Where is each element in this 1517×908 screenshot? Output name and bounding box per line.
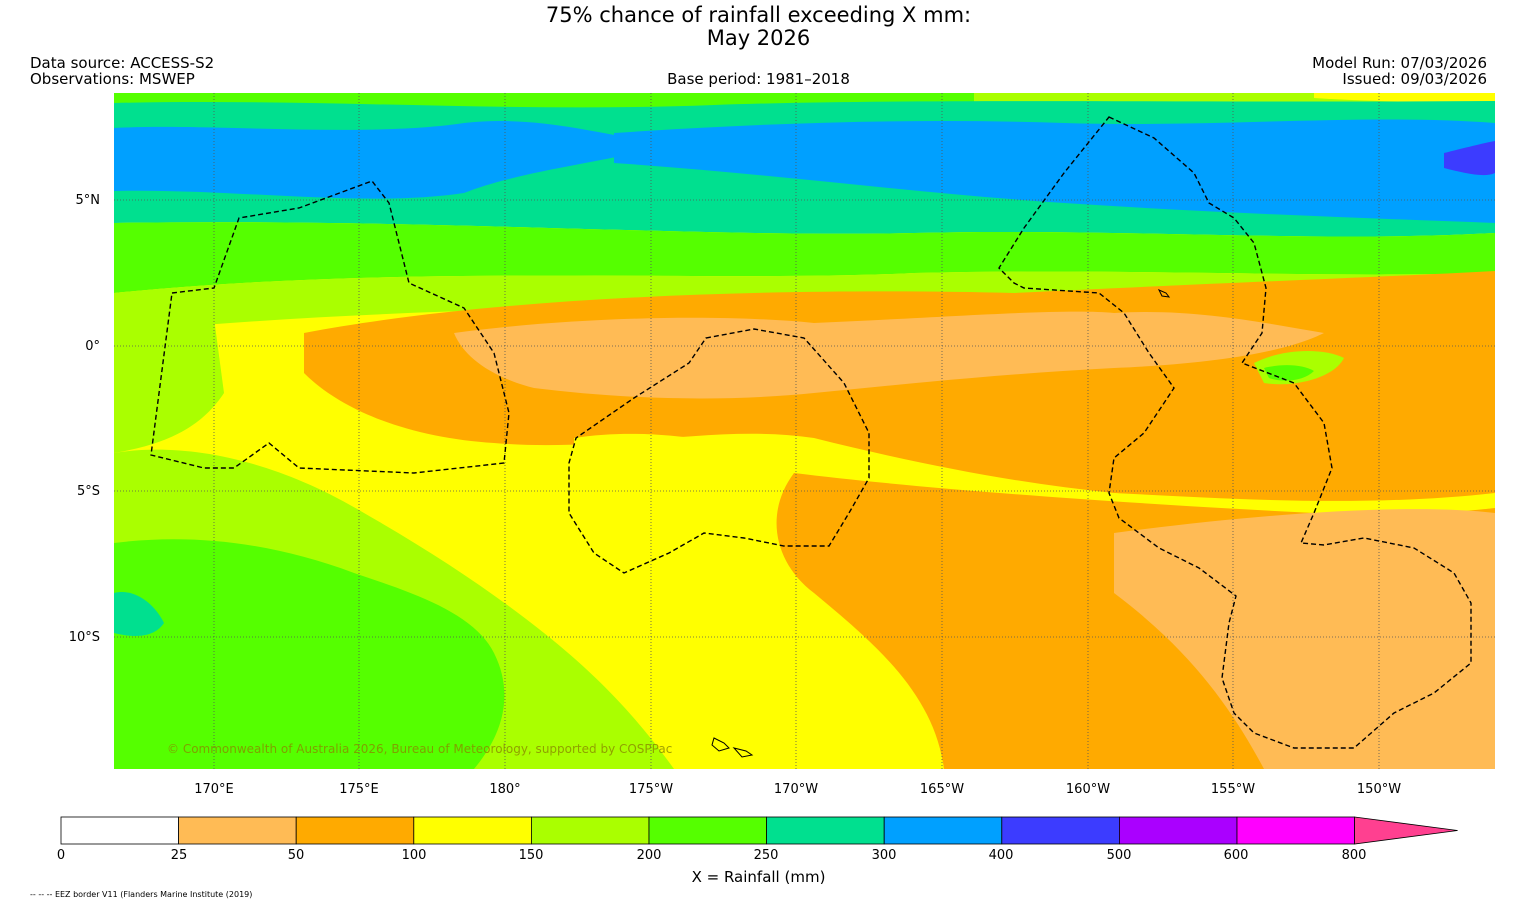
lon-label-175e: 175°E xyxy=(339,782,379,797)
lat-label-5s: 5°S xyxy=(76,484,100,499)
colorbar-cell-1 xyxy=(178,816,297,845)
island-2 xyxy=(732,747,754,758)
colorbar-tick-300: 300 xyxy=(871,848,897,863)
lon-label-155w: 155°W xyxy=(1210,782,1256,797)
southeast-light-orange xyxy=(1114,509,1495,769)
eez-footnote: -- -- -- EEZ border V11 (Flanders Marine… xyxy=(30,890,253,899)
colorbar-cell-2 xyxy=(295,816,415,845)
lon-label-175w: 175°W xyxy=(628,782,674,797)
gridlines xyxy=(114,93,1495,769)
island-3 xyxy=(1157,289,1171,298)
lat-label-10s: 10°S xyxy=(68,630,100,645)
band-top-yellow xyxy=(1314,93,1495,102)
rainfall-map xyxy=(114,93,1495,769)
model-run-label: Model Run: 07/03/2026 xyxy=(1312,54,1487,72)
southwest-green xyxy=(114,539,505,769)
southwest-teal xyxy=(114,592,164,636)
colorbar-cell-8 xyxy=(1001,816,1120,845)
band-blue-east xyxy=(614,119,1495,223)
colorbar-tick-200: 200 xyxy=(636,848,662,863)
issued-label: Issued: 09/03/2026 xyxy=(1342,70,1487,88)
eez-center xyxy=(568,328,870,574)
colorbar-cell-7 xyxy=(883,816,1003,845)
colorbar-cell-0 xyxy=(60,816,179,845)
lat-label-5n: 5°N xyxy=(75,193,101,208)
band-blue-west xyxy=(114,120,634,199)
eez-west xyxy=(150,180,510,474)
band-green xyxy=(114,222,1495,293)
band-indigo xyxy=(1444,141,1495,176)
islands xyxy=(711,289,1171,758)
colorbar-cell-5 xyxy=(648,816,767,845)
lon-label-180: 180° xyxy=(489,782,521,797)
base-period-label: Base period: 1981–2018 xyxy=(667,70,850,88)
colorbar-cell-4 xyxy=(530,816,650,845)
lon-label-150w: 150°W xyxy=(1356,782,1402,797)
colorbar-tick-100: 100 xyxy=(401,848,427,863)
light-orange-equator xyxy=(454,311,1324,399)
lon-label-160w: 160°W xyxy=(1065,782,1111,797)
colorbar xyxy=(60,816,1458,845)
observations-label: Observations: MSWEP xyxy=(30,70,195,88)
colorbar-tick-150: 150 xyxy=(518,848,544,863)
colorbar-tick-400: 400 xyxy=(988,848,1014,863)
colorbar-cell-3 xyxy=(413,816,532,845)
lon-label-165w: 165°W xyxy=(919,782,965,797)
colorbar-tick-0: 0 xyxy=(56,848,66,863)
colorbar-cell-6 xyxy=(766,816,885,845)
colorbar-extend-arrow xyxy=(1354,816,1458,845)
colorbar-tick-500: 500 xyxy=(1106,848,1132,863)
colorbar-tick-25: 25 xyxy=(170,848,188,863)
eez-borders xyxy=(150,116,1472,749)
lon-label-170e: 170°E xyxy=(194,782,234,797)
colorbar-tick-50: 50 xyxy=(287,848,305,863)
copyright-notice: © Commonwealth of Australia 2026, Bureau… xyxy=(167,742,673,756)
colorbar-cell-10 xyxy=(1236,816,1355,845)
colorbar-tick-800: 800 xyxy=(1341,848,1367,863)
map-title-line1: 75% chance of rainfall exceeding X mm: xyxy=(545,3,972,27)
data-source-label: Data source: ACCESS-S2 xyxy=(30,54,215,72)
lat-label-0: 0° xyxy=(85,339,100,354)
colorbar-title: X = Rainfall (mm) xyxy=(691,868,826,886)
lon-label-170w: 170°W xyxy=(773,782,819,797)
colorbar-tick-250: 250 xyxy=(753,848,779,863)
colorbar-cell-9 xyxy=(1119,816,1238,845)
map-title-line2: May 2026 xyxy=(706,26,811,50)
island-1 xyxy=(711,737,730,752)
colorbar-tick-600: 600 xyxy=(1223,848,1249,863)
